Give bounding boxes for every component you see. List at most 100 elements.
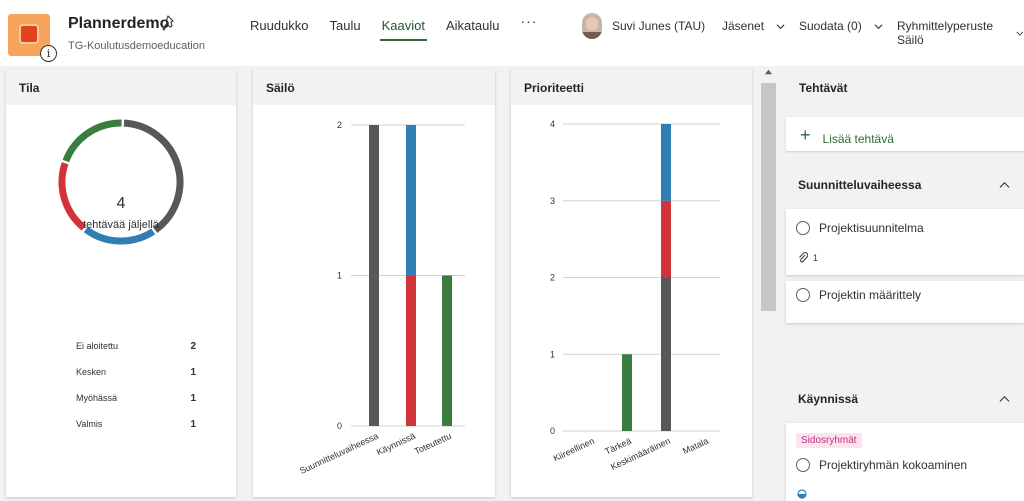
add-task-button[interactable]: + Lisää tehtävä <box>786 117 1024 151</box>
bar-segment-käynnissä[interactable] <box>406 275 416 427</box>
donut-slice-myöhässä[interactable] <box>58 162 87 231</box>
filter-button[interactable]: Suodata (0) <box>799 19 883 33</box>
legend-row: Kesken 1 <box>76 367 196 393</box>
legend-label: Myöhässä <box>76 393 118 403</box>
label-tag: Sidosryhmät <box>796 433 862 448</box>
tasks-panel: Tehtävät + Lisää tehtävä Suunnitteluvaih… <box>786 69 1024 501</box>
attachment-count: 1 <box>813 252 819 263</box>
x-tick-label: Suunnitteluvaiheessa <box>298 431 380 476</box>
priority-card: Prioriteetti 0 1 2 3 4 Kiireellinen Tärkeä Kesk… <box>511 69 752 497</box>
legend-count: 1 <box>190 367 196 378</box>
complete-task-radio[interactable] <box>796 288 810 302</box>
tab-schedule[interactable]: Aikataulu <box>446 18 500 33</box>
donut-slice-ei-aloitettu[interactable] <box>123 119 184 233</box>
tasks-panel-title: Tehtävät <box>786 69 1024 106</box>
y-tick-label: 0 <box>550 426 555 436</box>
x-tick-label: Matala <box>681 436 710 456</box>
legend-count: 1 <box>190 393 196 404</box>
plan-title: Plannerdemo <box>68 15 170 32</box>
bucket-bar-chart: 0 1 2 SuunnitteluvaiheessaKäynnissäToteutet… <box>298 120 465 476</box>
chevron-up-icon[interactable] <box>999 394 1010 405</box>
y-tick-label: 4 <box>550 119 555 129</box>
chevron-down-icon <box>776 23 785 29</box>
y-tick-label: 1 <box>337 271 342 281</box>
y-tick-label: 2 <box>337 120 342 130</box>
members-button[interactable]: Jäsenet <box>722 19 785 33</box>
status-donut-chart <box>58 119 184 245</box>
legend-label: Ei aloitettu <box>76 341 119 351</box>
plus-icon: + <box>800 125 811 145</box>
group-by-button[interactable]: Ryhmittelyperuste Säilö <box>897 19 1024 47</box>
legend-row: Valmis 1 <box>76 419 196 445</box>
bar-segment-tärkeä[interactable] <box>622 354 632 431</box>
bucket-header-in-progress[interactable]: Käynnissä <box>786 392 1024 406</box>
view-tabs: Ruudukko Taulu Kaaviot Aikataulu ··· <box>250 13 558 42</box>
task-row: Projektisuunnitelma <box>796 221 924 235</box>
task-card[interactable]: Projektisuunnitelma 1 <box>786 209 1024 275</box>
current-user[interactable]: Suvi Junes (TAU) <box>582 13 705 39</box>
donut-slice-kesken[interactable] <box>83 226 156 245</box>
scroll-up-icon[interactable] <box>764 68 773 77</box>
y-tick-label: 0 <box>337 421 342 431</box>
bucket-name: Suunnitteluvaiheessa <box>798 178 922 192</box>
bucket-card-title: Säilö <box>253 69 495 105</box>
tab-charts[interactable]: Kaaviot <box>379 18 428 42</box>
x-tick-label: Toteutettu <box>413 431 453 457</box>
plan-subtitle: TG-Koulutusdemoeducation <box>68 40 205 52</box>
chevron-up-icon[interactable] <box>999 180 1010 191</box>
y-tick-label: 2 <box>550 273 555 283</box>
y-tick-label: 1 <box>550 349 555 359</box>
bar-segment-suunnitteluvaiheessa[interactable] <box>369 125 379 426</box>
tab-grid[interactable]: Ruudukko <box>250 18 309 33</box>
complete-task-radio[interactable] <box>796 221 810 235</box>
filter-label: Suodata (0) <box>799 19 862 33</box>
avatar <box>582 13 602 39</box>
donut-slice-valmis[interactable] <box>62 119 122 163</box>
bar-segment-keskimääräinen[interactable] <box>661 277 671 432</box>
add-task-label: Lisää tehtävä <box>822 131 894 146</box>
y-tick-label: 3 <box>550 196 555 206</box>
task-card[interactable]: Sidosryhmät Projektiryhmän kokoaminen <box>786 423 1024 501</box>
bar-segment-keskimääräinen[interactable] <box>661 124 671 201</box>
x-tick-label: Kiireellinen <box>552 436 596 464</box>
tab-board[interactable]: Taulu <box>329 18 361 33</box>
plan-logo-mark <box>19 24 39 44</box>
legend-row: Myöhässä 1 <box>76 393 196 419</box>
task-title: Projektisuunnitelma <box>819 221 924 235</box>
paperclip-icon <box>799 252 808 263</box>
chevron-down-icon <box>1016 31 1024 36</box>
pin-icon[interactable] <box>162 15 178 33</box>
plan-logo[interactable] <box>8 14 50 56</box>
status-card-title: Tila <box>6 69 236 105</box>
chevron-down-icon <box>874 23 883 29</box>
remaining-count: 4 <box>116 195 126 212</box>
status-legend: Ei aloitettu 2 Kesken 1 Myöhässä 1 Valmis 1 <box>76 341 196 445</box>
bucket-card: Säilö 0 1 2 Suunnitteluvaiheessa Käynnissä To… <box>253 69 495 497</box>
task-row: Projektin määrittely <box>796 288 921 302</box>
scrollbar-thumb[interactable] <box>761 83 776 311</box>
remaining-label: tehtävää jäljellä <box>83 219 159 231</box>
members-label: Jäsenet <box>722 19 765 33</box>
bucket-header-planning[interactable]: Suunnitteluvaiheessa <box>786 178 1024 192</box>
priority-card-title: Prioriteetti <box>511 69 752 105</box>
bar-segment-toteutettu[interactable] <box>442 275 452 427</box>
legend-count: 1 <box>190 419 196 430</box>
legend-label: Valmis <box>76 419 103 429</box>
task-title: Projektin määrittely <box>819 288 922 302</box>
info-icon[interactable]: i <box>40 45 57 62</box>
attachment-indicator: 1 <box>798 252 818 263</box>
task-card[interactable]: Projektin määrittely <box>786 281 1024 323</box>
vertical-scrollbar[interactable] <box>760 66 777 501</box>
more-views-button[interactable]: ··· <box>520 13 538 29</box>
bar-segment-keskimääräinen[interactable] <box>661 200 671 278</box>
legend-row: Ei aloitettu 2 <box>76 341 196 367</box>
top-header: i Plannerdemo TG-Koulutusdemoeducation R… <box>0 0 1024 66</box>
bar-segment-käynnissä[interactable] <box>406 125 416 276</box>
x-tick-label: Käynnissä <box>375 431 417 458</box>
complete-task-radio[interactable] <box>796 458 810 472</box>
group-by-label: Ryhmittelyperuste Säilö <box>897 19 994 47</box>
task-title: Projektiryhmän kokoaminen <box>819 458 968 472</box>
status-card: Tila 4 tehtävää jäljellä Ei aloitettu 2 K… <box>6 69 236 497</box>
legend-label: Kesken <box>76 367 107 377</box>
